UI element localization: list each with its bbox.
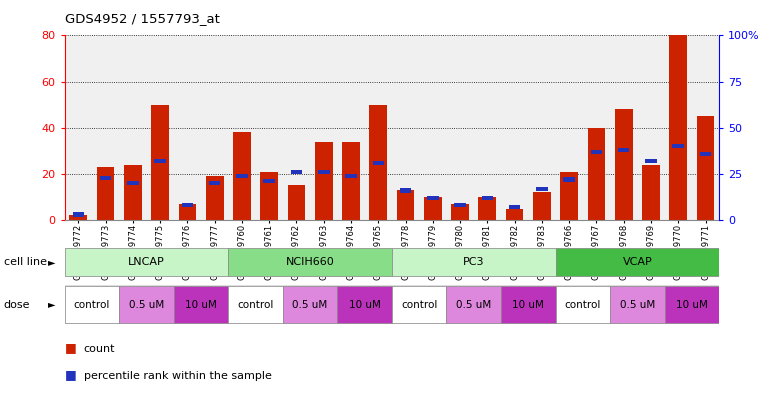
Bar: [615, 109, 632, 220]
Bar: [664, 286, 719, 323]
Bar: [182, 203, 193, 208]
Bar: [610, 286, 664, 323]
Text: percentile rank within the sample: percentile rank within the sample: [84, 371, 272, 381]
Bar: [424, 197, 441, 220]
Text: 10 uM: 10 uM: [512, 299, 544, 310]
Bar: [373, 161, 384, 165]
Bar: [283, 286, 337, 323]
Bar: [501, 286, 556, 323]
Text: 10 uM: 10 uM: [676, 299, 708, 310]
Bar: [174, 286, 228, 323]
Bar: [119, 286, 174, 323]
Bar: [205, 176, 224, 220]
Text: count: count: [84, 344, 115, 354]
Text: control: control: [565, 299, 601, 310]
Bar: [400, 189, 411, 193]
Bar: [236, 174, 247, 178]
Bar: [315, 141, 333, 220]
Bar: [154, 159, 166, 163]
Bar: [560, 172, 578, 220]
Bar: [65, 286, 119, 323]
Bar: [696, 116, 715, 220]
Bar: [587, 128, 605, 220]
Text: NCIH660: NCIH660: [285, 257, 335, 267]
Text: 0.5 uM: 0.5 uM: [129, 299, 164, 310]
Bar: [342, 141, 360, 220]
Text: 0.5 uM: 0.5 uM: [619, 299, 655, 310]
Text: LNCAP: LNCAP: [128, 257, 165, 267]
Text: ►: ►: [48, 257, 56, 267]
Bar: [288, 185, 305, 220]
Bar: [533, 192, 551, 220]
Text: cell line: cell line: [4, 257, 47, 267]
Bar: [69, 215, 88, 220]
Bar: [392, 286, 447, 323]
Text: PC3: PC3: [463, 257, 485, 267]
Bar: [506, 209, 524, 220]
Bar: [482, 196, 493, 200]
Bar: [396, 190, 415, 220]
Text: dose: dose: [4, 299, 30, 310]
Text: 0.5 uM: 0.5 uM: [292, 299, 328, 310]
Text: ►: ►: [48, 299, 56, 310]
Text: control: control: [74, 299, 110, 310]
Text: 0.5 uM: 0.5 uM: [456, 299, 492, 310]
Bar: [369, 105, 387, 220]
Bar: [556, 248, 719, 277]
Bar: [427, 196, 438, 200]
Bar: [700, 152, 712, 156]
Bar: [454, 203, 466, 208]
Bar: [345, 174, 357, 178]
Bar: [645, 159, 657, 163]
Bar: [556, 286, 610, 323]
Bar: [233, 132, 251, 220]
Bar: [618, 148, 629, 152]
Bar: [337, 286, 392, 323]
Bar: [291, 170, 302, 174]
Bar: [100, 176, 111, 180]
Bar: [509, 205, 521, 209]
Bar: [673, 144, 684, 148]
Text: VCAP: VCAP: [622, 257, 652, 267]
Bar: [228, 286, 283, 323]
Bar: [537, 187, 548, 191]
Bar: [670, 35, 687, 220]
Bar: [179, 204, 196, 220]
Bar: [392, 248, 556, 277]
Bar: [97, 167, 114, 220]
Text: 10 uM: 10 uM: [185, 299, 217, 310]
Bar: [151, 105, 169, 220]
Text: ■: ■: [65, 341, 76, 354]
Bar: [591, 150, 602, 154]
Bar: [260, 172, 278, 220]
Bar: [447, 286, 501, 323]
Bar: [318, 170, 330, 174]
Bar: [479, 197, 496, 220]
Bar: [263, 179, 275, 184]
Bar: [451, 204, 469, 220]
Bar: [642, 165, 660, 220]
Bar: [124, 165, 142, 220]
Bar: [65, 248, 228, 277]
Text: control: control: [237, 299, 274, 310]
Text: GDS4952 / 1557793_at: GDS4952 / 1557793_at: [65, 12, 220, 25]
Text: 10 uM: 10 uM: [349, 299, 380, 310]
Bar: [563, 177, 575, 182]
Text: ■: ■: [65, 368, 76, 381]
Bar: [72, 213, 84, 217]
Text: control: control: [401, 299, 438, 310]
Bar: [127, 181, 139, 185]
Bar: [209, 181, 221, 185]
Bar: [228, 248, 392, 277]
